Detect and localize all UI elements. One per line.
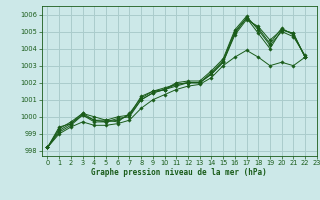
X-axis label: Graphe pression niveau de la mer (hPa): Graphe pression niveau de la mer (hPa) — [91, 168, 267, 177]
